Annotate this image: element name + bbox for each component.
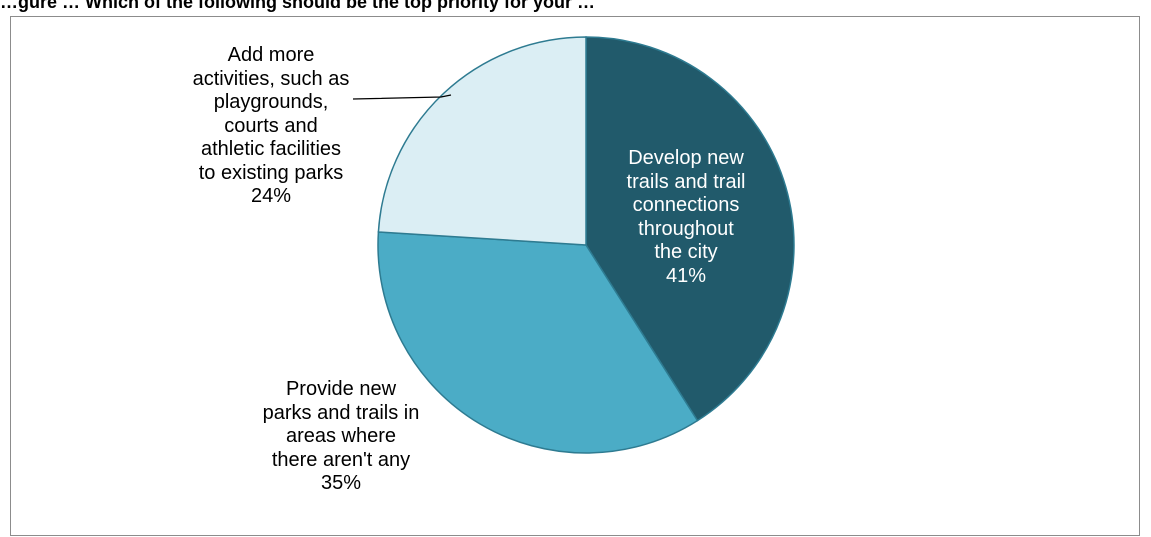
slice-label-activities: Add more activities, such as playgrounds… <box>171 44 371 209</box>
slice-label-activities-line-1: activities, such as <box>192 67 350 90</box>
slice-label-activities-line-0: Add more <box>227 44 315 66</box>
slice-label-new-parks-line-1: parks and trails in <box>262 401 420 424</box>
slice-label-trails-line-0: Develop new <box>628 147 744 169</box>
title-strip: …gure … Which of the following should be… <box>0 0 1151 14</box>
chart-frame: Develop new trails and trail connections… <box>10 16 1140 536</box>
pie-slice-trails <box>585 36 795 422</box>
leader-line-activities <box>352 94 452 100</box>
slice-label-new-parks-line-3: there aren't any <box>271 448 411 471</box>
slice-label-activities-line-5: to existing parks <box>198 161 344 184</box>
slice-label-trails-line-2: connections <box>632 194 740 216</box>
pie-chart <box>352 36 795 454</box>
slice-label-new-parks-line-0: Provide new <box>285 378 397 400</box>
slice-label-trails-line-3: throughout <box>638 217 734 240</box>
slice-label-new-parks-line-2: areas where <box>285 425 397 447</box>
slice-label-trails-line-4: the city <box>654 241 718 263</box>
slice-label-activities-line-4: athletic facilities <box>200 138 342 160</box>
slice-label-activities-pct: 24% <box>250 185 292 207</box>
pie-slice-new-parks <box>377 231 699 454</box>
slice-label-activities-line-3: courts and <box>224 114 318 137</box>
slice-label-trails-line-1: trails and trail <box>626 170 746 193</box>
slice-label-new-parks: Provide new parks and trails in areas wh… <box>231 378 451 496</box>
chart-title: …gure … Which of the following should be… <box>0 0 595 12</box>
slice-label-activities-line-2: playgrounds, <box>213 91 329 113</box>
slice-label-trails: Develop new trails and trail connections… <box>586 147 786 288</box>
slice-label-trails-pct: 41% <box>665 264 707 287</box>
slice-label-new-parks-pct: 35% <box>320 472 362 494</box>
pie-slice-activities <box>377 36 587 246</box>
